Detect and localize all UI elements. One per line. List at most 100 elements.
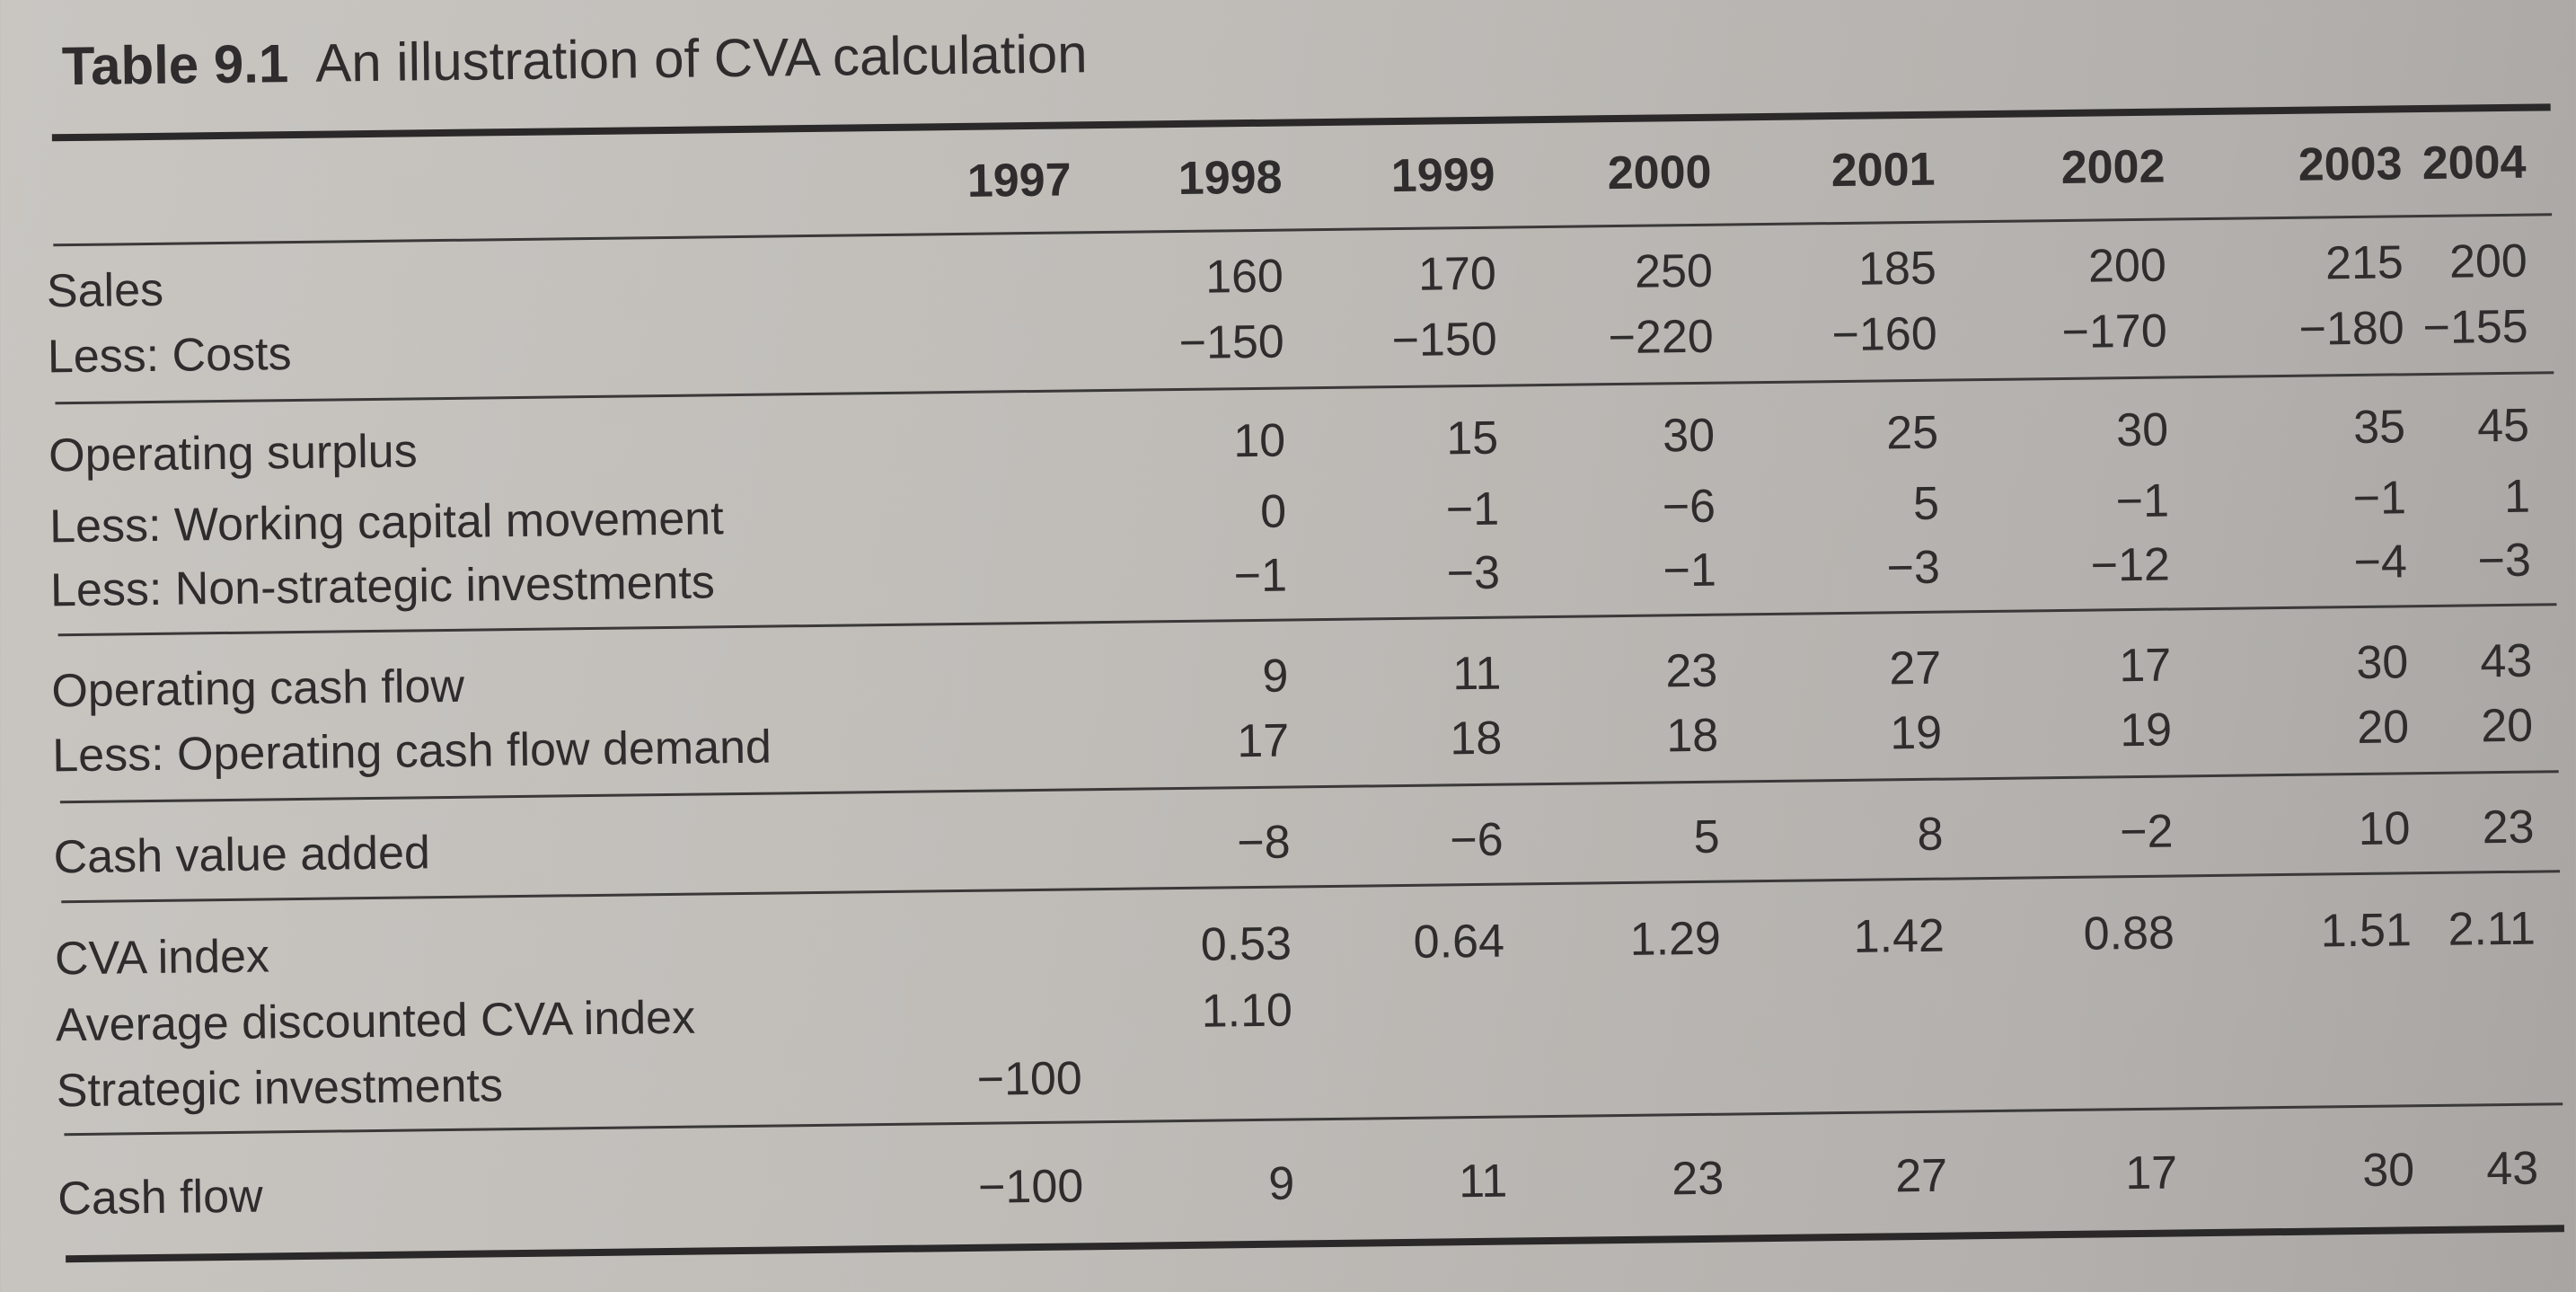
table-cell: 2.11 — [2448, 902, 2536, 956]
table-cell — [880, 716, 1078, 719]
row-label: Operating cash flow — [51, 659, 465, 718]
column-header-2001: 2001 — [1831, 143, 1936, 198]
table-cell: −1 — [1445, 482, 1500, 536]
table-cell: 23 — [2482, 801, 2535, 854]
table-cell — [1747, 976, 1945, 978]
row-label: Cash value added — [53, 827, 431, 884]
table-rule — [66, 1225, 2564, 1263]
column-header-1997: 1997 — [966, 154, 1072, 208]
table-cell — [875, 317, 1072, 320]
table-cell: 170 — [1417, 247, 1497, 301]
row-label: Operating surplus — [48, 425, 418, 482]
table-cell: −1 — [1233, 549, 1288, 603]
table-cell — [1524, 1044, 1722, 1047]
table-cell — [881, 818, 1079, 820]
table-cell: 20 — [2480, 699, 2534, 753]
row-label: Less: Non-strategic investments — [49, 556, 716, 617]
table-cell: −155 — [2422, 300, 2529, 355]
table-cell — [1978, 1038, 2175, 1040]
table-cell: 0.53 — [1200, 917, 1292, 971]
row-label: Strategic investments — [56, 1059, 504, 1118]
table-cell: 43 — [2485, 1142, 2539, 1196]
table-cell: −100 — [976, 1052, 1083, 1106]
table-cell: −3 — [1886, 541, 1941, 595]
table-cell — [875, 252, 1072, 254]
table-cell: 200 — [2448, 235, 2528, 288]
table-cell — [1977, 972, 2175, 975]
table-cell: 17 — [2124, 1146, 2178, 1200]
table-number: Table 9.1 — [61, 33, 289, 97]
header-row: 1997 1998 1999 2000 2001 2002 2003 2004 — [2, 135, 2576, 229]
table-cell: 19 — [2119, 704, 2173, 757]
table-cell: 200 — [2087, 239, 2167, 293]
table-cell: 0 — [1259, 485, 1287, 538]
row-label: CVA index — [54, 930, 270, 986]
column-header-1998: 1998 — [1178, 151, 1283, 205]
table-cell: 27 — [1889, 642, 1942, 695]
table-cell: −100 — [977, 1160, 1084, 1214]
table-cell: 27 — [1894, 1149, 1948, 1203]
table-cell: −150 — [1391, 313, 1498, 367]
table-cell — [2214, 969, 2412, 972]
table-cell: 19 — [1889, 706, 1943, 760]
table-cell: 1.29 — [1629, 912, 1722, 966]
table-cell: 250 — [1634, 244, 1714, 298]
row-label: Less: Working capital movement — [49, 492, 724, 553]
row-label: Cash flow — [57, 1170, 263, 1226]
table-cell: 17 — [2119, 639, 2172, 693]
row-label: Less: Costs — [47, 328, 292, 384]
table-cell — [2338, 969, 2536, 971]
table-cell: 17 — [1236, 714, 1290, 768]
table-cell: 0.64 — [1413, 915, 1505, 969]
table-cell: 160 — [1204, 250, 1284, 304]
table-rule — [51, 103, 2551, 142]
table-cell — [1308, 1047, 1505, 1049]
table-cell — [2339, 1034, 2536, 1037]
table-cell: 15 — [1445, 411, 1499, 465]
table-cell — [1095, 1049, 1292, 1052]
table-cell: 43 — [2480, 634, 2533, 688]
column-header-2002: 2002 — [2060, 140, 2166, 194]
table-cell — [879, 651, 1077, 654]
table-cell — [2215, 1035, 2413, 1038]
column-header-1999: 1999 — [1390, 148, 1495, 203]
table-cell: 185 — [1857, 242, 1937, 296]
table-cell: −1 — [2115, 474, 2170, 528]
row-label: Less: Operating cash flow demand — [51, 721, 772, 783]
table-cell: 18 — [1449, 712, 1503, 765]
table-cell: 10 — [1232, 414, 1286, 468]
table-cell: −170 — [2061, 305, 2168, 358]
table-cell: 23 — [1671, 1152, 1725, 1206]
table-cell: −3 — [1446, 546, 1501, 600]
table-cell: 25 — [1885, 406, 1939, 460]
table-cell: −150 — [1178, 315, 1285, 369]
table-cell — [1523, 978, 1721, 981]
table-cell: −220 — [1608, 310, 1715, 365]
table-cell: 30 — [2115, 403, 2169, 457]
table-cell — [883, 919, 1081, 922]
row-label: Sales — [46, 263, 164, 318]
table-cell: 1 — [2503, 470, 2531, 523]
table-cell: 30 — [1662, 409, 1716, 463]
table-cell — [878, 487, 1075, 490]
column-header-2004: 2004 — [2422, 136, 2527, 190]
table-cell: 5 — [1693, 810, 1720, 864]
column-header-2000: 2000 — [1607, 146, 1712, 200]
table-cell: −160 — [1831, 307, 1938, 362]
table-cell — [1307, 981, 1504, 984]
table-cell: −1 — [1663, 544, 1717, 597]
table-cell: −12 — [2090, 538, 2171, 592]
table-cell: −6 — [1449, 813, 1504, 867]
table-cell: 9 — [1267, 1157, 1295, 1210]
table-cell — [884, 986, 1081, 988]
table-cell: −3 — [2477, 534, 2532, 588]
table-caption: An illustration of CVA calculation — [314, 23, 1088, 93]
table-row: Cash flow −100 9 11 23 27 17 30 43 — [14, 1141, 2576, 1235]
table-cell: −6 — [1662, 480, 1716, 534]
table-cell: 9 — [1262, 650, 1289, 703]
table-cell: 0.88 — [2083, 907, 2175, 960]
table-cell: −8 — [1236, 816, 1291, 870]
table-cell — [1748, 1041, 1945, 1044]
table-cell — [877, 416, 1074, 419]
